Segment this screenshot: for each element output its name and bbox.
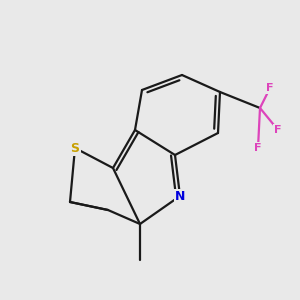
Text: S: S [70, 142, 80, 154]
Text: F: F [266, 83, 274, 93]
Text: F: F [254, 143, 262, 153]
Text: F: F [274, 125, 282, 135]
Text: N: N [175, 190, 185, 202]
